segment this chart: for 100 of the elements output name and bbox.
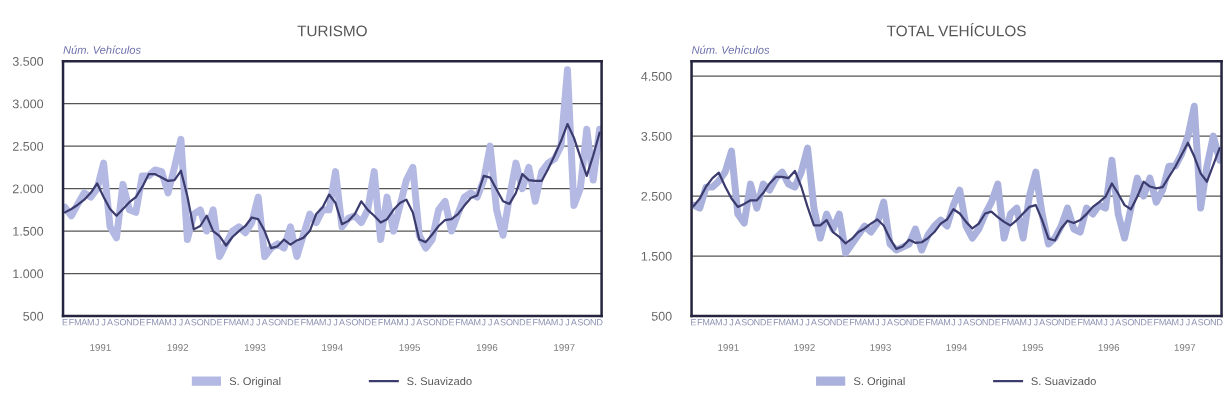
x-tick-label: S — [191, 319, 197, 326]
legend-label: S. Original — [853, 376, 905, 388]
y-tick-label: 3.500 — [641, 131, 672, 141]
x-tick-label: A — [861, 319, 868, 326]
x-tick-label: N — [754, 319, 760, 326]
x-tick-label: N — [513, 319, 519, 326]
x-tick-label: J — [249, 319, 254, 326]
x-tick-label: A — [390, 319, 397, 326]
x-tick-label: M — [229, 319, 236, 326]
text: 1995 — [399, 344, 421, 351]
x-tick-label: F — [146, 319, 152, 326]
x-tick-label: J — [805, 319, 810, 326]
x-tick-label: J — [1027, 319, 1032, 326]
x-tick-label: F — [533, 319, 538, 326]
x-tick-label: A — [963, 319, 970, 326]
text: 1994 — [946, 344, 968, 351]
x-tick-label: A — [235, 319, 242, 326]
text: 1993 — [870, 344, 891, 351]
chart-title: TOTAL VEHÍCULOS — [887, 22, 1026, 37]
text: 1996 — [476, 344, 498, 351]
x-tick-label: E — [526, 319, 532, 326]
x-tick-label: A — [81, 319, 88, 326]
x-tick-label: S — [741, 319, 747, 326]
x-tick-label: N — [436, 319, 442, 326]
x-tick-label: E — [767, 319, 773, 326]
x-tick-label: M — [538, 319, 545, 326]
x-tick-label: J — [1103, 319, 1108, 326]
x-tick-label: A — [1115, 319, 1122, 326]
y-tick-label: 2.000 — [12, 184, 44, 194]
x-tick-label: J — [1185, 319, 1190, 326]
x-tick-label: S — [113, 319, 120, 326]
x-tick-label: M — [1096, 319, 1103, 326]
x-tick-label: O — [1127, 319, 1134, 326]
x-tick-label: N — [906, 319, 912, 326]
x-tick-label: S — [1121, 319, 1128, 326]
x-tick-label: N — [281, 319, 287, 326]
x-tick-label: M — [944, 319, 951, 326]
x-tick-label: A — [709, 319, 716, 326]
x-tick-label: F — [773, 319, 779, 326]
x-tick-label: M — [1007, 319, 1014, 326]
chart-title: TURISMO — [297, 25, 367, 37]
x-tick-label: M — [242, 319, 249, 326]
x-tick-label: F — [849, 319, 855, 326]
x-tick-label: J — [1109, 319, 1114, 326]
x-tick-label: E — [691, 319, 697, 326]
x-tick-label: E — [843, 319, 849, 326]
x-tick-label: M — [474, 319, 481, 326]
x-tick-label: S — [345, 319, 352, 326]
y-axis-title: Núm. Vehículos — [63, 45, 141, 54]
x-tick-label: O — [747, 319, 754, 326]
x-tick-label: M — [461, 319, 468, 326]
y-tick-label: 1.500 — [641, 251, 672, 261]
x-tick-label: O — [1051, 319, 1058, 326]
x-tick-label: A — [1013, 319, 1020, 326]
x-tick-label: J — [256, 319, 260, 326]
y-tick-label: 500 — [651, 311, 672, 321]
x-tick-label: J — [565, 319, 570, 326]
x-tick-label: M — [1172, 319, 1179, 326]
x-tick-label: E — [62, 319, 68, 326]
x-tick-label: N — [1134, 319, 1140, 326]
x-tick-label: M — [87, 319, 94, 326]
x-tick-label: D — [836, 319, 843, 326]
x-tick-label: J — [1179, 319, 1184, 326]
x-tick-label: J — [326, 319, 331, 326]
x-tick-label: O — [975, 319, 982, 326]
x-tick-label: S — [893, 319, 899, 326]
x-tick-label: A — [1039, 319, 1046, 326]
x-tick-label: M — [1159, 319, 1166, 326]
x-tick-label: N — [126, 319, 132, 326]
x-tick-label: A — [1165, 319, 1172, 326]
x-tick-label: J — [488, 319, 492, 326]
x-tick-label: E — [140, 319, 145, 326]
x-tick-label: A — [545, 319, 552, 326]
x-tick-label: D — [365, 319, 371, 326]
x-tick-label: M — [152, 319, 159, 326]
x-tick-label: F — [1078, 319, 1083, 326]
x-tick-label: M — [319, 319, 326, 326]
x-tick-label: O — [429, 319, 436, 326]
x-tick-label: M — [1083, 319, 1090, 326]
x-tick-label: N — [1210, 319, 1216, 326]
x-tick-label: O — [583, 319, 590, 326]
x-tick-label: J — [957, 319, 962, 326]
x-tick-label: F — [697, 319, 703, 326]
x-tick-label: A — [107, 319, 114, 326]
x-tick-label: A — [313, 319, 320, 326]
y-tick-label: 3.000 — [12, 99, 44, 109]
x-tick-label: A — [1191, 319, 1198, 326]
x-tick-label: A — [338, 319, 345, 326]
x-tick-label: J — [723, 319, 727, 326]
x-tick-label: N — [982, 319, 988, 326]
x-tick-label: J — [881, 319, 886, 326]
x-tick-label: N — [1058, 319, 1064, 326]
x-tick-label: A — [184, 319, 191, 326]
x-tick-label: M — [1020, 319, 1027, 326]
x-tick-label: F — [301, 319, 306, 326]
x-tick-label: M — [867, 319, 874, 326]
x-tick-label: E — [294, 319, 300, 326]
x-tick-label: N — [590, 319, 596, 326]
x-tick-label: M — [791, 319, 798, 326]
text: 1995 — [1022, 344, 1044, 351]
